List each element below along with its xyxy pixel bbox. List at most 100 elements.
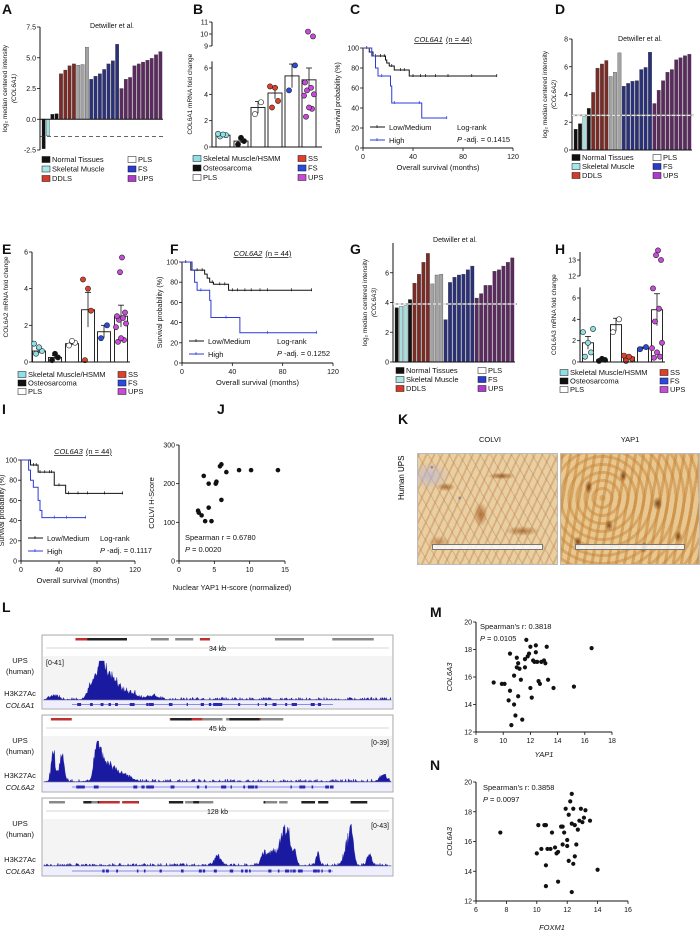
bar xyxy=(656,90,661,151)
y-tick-label: 12 xyxy=(464,730,472,737)
legend-swatch xyxy=(117,371,127,378)
ideogram-band xyxy=(199,638,210,641)
panel-label: G xyxy=(350,241,361,257)
data-point xyxy=(252,111,258,117)
y-tick-label: 2 xyxy=(572,338,576,345)
data-point xyxy=(302,79,308,86)
x-axis-label: YAP1 xyxy=(535,750,554,759)
legend-label: FS xyxy=(663,162,673,171)
bar xyxy=(497,269,501,363)
gene-label: COL6A3 xyxy=(6,867,36,876)
exon xyxy=(202,869,206,873)
legend-label: FS xyxy=(128,379,138,388)
x-tick-label: 5 xyxy=(212,567,216,574)
data-point xyxy=(610,329,616,336)
p-value: = 0.0020 xyxy=(192,545,221,554)
bar xyxy=(652,103,657,151)
y-tick-label: 8 xyxy=(564,37,568,44)
legend-swatch xyxy=(127,165,137,173)
exon xyxy=(115,703,118,706)
exon xyxy=(76,785,80,789)
data-point xyxy=(571,684,577,689)
track-span-label: 128 kb xyxy=(207,809,228,816)
legend-label: Skeletal Muscle xyxy=(406,375,459,384)
y-tick-label: 300 xyxy=(163,443,175,450)
survival-curve xyxy=(363,47,447,119)
data-point xyxy=(104,322,110,329)
data-point xyxy=(524,637,529,642)
legend-label: PLS xyxy=(28,387,42,396)
data-point xyxy=(528,685,533,691)
y-tick-label: 80 xyxy=(9,478,17,485)
x-tick-label: 120 xyxy=(507,154,519,161)
legend-label: Low/Medium xyxy=(208,337,251,346)
y-axis-label: COL6A2 mRNA fold change xyxy=(3,256,10,337)
data-point xyxy=(566,858,571,863)
exon xyxy=(230,785,232,789)
data-point xyxy=(571,861,576,866)
data-point xyxy=(52,350,58,357)
legend-label: Skeletal Muscle/HSMM xyxy=(203,154,281,163)
y-tick-label: 0 xyxy=(13,559,17,566)
histone-mark-label: H3K27Ac xyxy=(4,855,36,864)
data-point xyxy=(580,820,585,825)
y-tick-label: 60 xyxy=(351,86,359,93)
data-point xyxy=(55,354,61,361)
x-tick-label: 15 xyxy=(281,567,289,574)
data-point xyxy=(258,99,264,106)
exon xyxy=(146,785,151,789)
sample-label: UPS xyxy=(12,736,27,745)
data-point xyxy=(502,681,507,686)
y-tick-label: 9 xyxy=(204,44,208,51)
title-gene: COL6A3 xyxy=(54,447,84,456)
legend-swatch xyxy=(477,367,487,374)
data-point xyxy=(119,254,125,261)
x-tick-label: 0 xyxy=(177,567,181,574)
bar xyxy=(573,129,578,151)
exon xyxy=(317,703,322,706)
data-point xyxy=(39,348,45,354)
bar xyxy=(54,113,59,120)
legend-swatch xyxy=(192,164,202,172)
data-point xyxy=(649,345,655,352)
y-tick-label: 20 xyxy=(464,780,472,787)
y-axis-label: COLVI H-Score xyxy=(147,477,156,529)
exon xyxy=(243,785,246,789)
exon xyxy=(146,703,149,706)
data-point xyxy=(659,339,665,346)
data-point xyxy=(657,353,663,360)
data-point xyxy=(215,130,221,137)
bar xyxy=(76,64,81,120)
legend-swatch xyxy=(17,371,27,378)
data-point xyxy=(650,285,656,292)
data-point xyxy=(305,28,311,35)
legend-swatch xyxy=(297,155,307,162)
y-tick-label: 20 xyxy=(170,340,178,347)
exon xyxy=(201,703,203,706)
exon xyxy=(196,785,200,789)
ideogram-band xyxy=(105,801,120,804)
legend-label: High xyxy=(47,547,62,556)
legend-label: PLS xyxy=(203,173,217,182)
y-axis-label: log₂ median centered intensity xyxy=(362,258,369,346)
legend-label: High xyxy=(208,350,223,359)
y-tick-label: 5.0 xyxy=(26,55,36,62)
data-point xyxy=(562,830,567,835)
y-tick-label: 60 xyxy=(9,498,17,505)
panel-label: E xyxy=(2,241,11,257)
stat-correlation: Spearman's r: 0.3818 xyxy=(480,622,551,631)
p-value: = 0.0105 xyxy=(487,634,516,643)
data-point xyxy=(267,83,273,90)
bar xyxy=(98,73,102,120)
bar xyxy=(492,271,497,363)
data-point xyxy=(616,316,622,323)
data-point xyxy=(522,657,528,662)
data-point xyxy=(117,269,123,276)
data-point xyxy=(653,252,659,259)
ihc-column-label: COLVI xyxy=(479,435,501,444)
y-tick-label: 100 xyxy=(163,520,175,527)
bar xyxy=(59,73,63,120)
y-tick-label: 4 xyxy=(24,286,28,293)
panel-label: K xyxy=(398,411,408,427)
x-tick-label: 120 xyxy=(327,369,339,376)
